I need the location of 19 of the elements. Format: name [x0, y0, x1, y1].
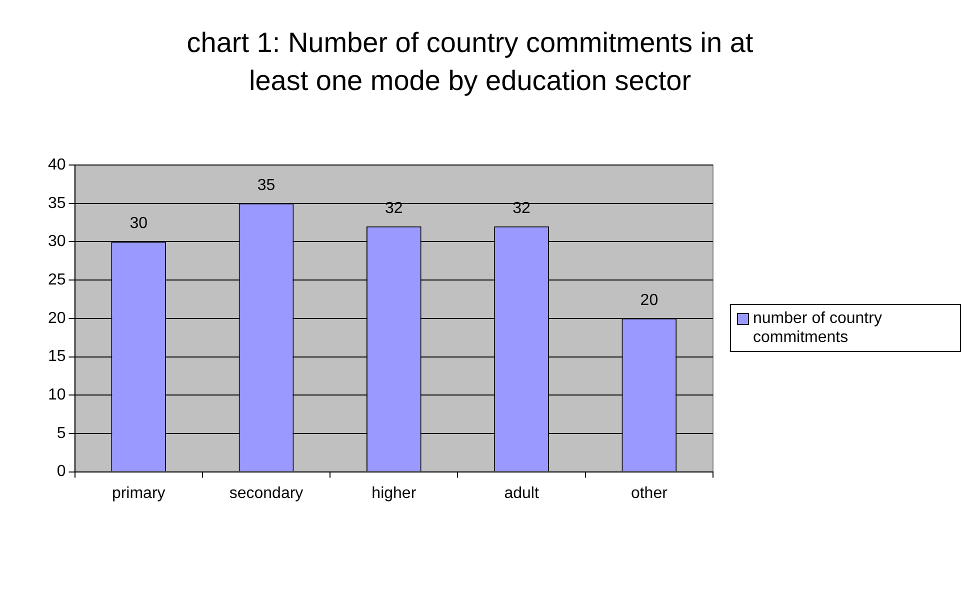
y-tick-label: 5: [56, 424, 66, 442]
y-tick-label: 40: [48, 156, 66, 174]
x-tick-label: other: [630, 484, 668, 502]
y-tick-label: 30: [48, 233, 66, 250]
y-tick-label: 0: [56, 463, 66, 480]
x-tick-label: secondary: [229, 484, 304, 502]
legend-label: number of country commitments: [753, 309, 883, 347]
chart-title: chart 1: Number of country commitments in at least one mode by education sector: [186, 26, 754, 98]
y-tick-label: 10: [48, 386, 66, 404]
x-tick-label: primary: [112, 484, 166, 502]
y-tick-label: 15: [48, 348, 66, 366]
x-tick-label: adult: [504, 484, 540, 502]
y-tick-label: 20: [48, 310, 66, 327]
data-label: 30: [130, 215, 148, 232]
y-tick-label: 25: [48, 271, 66, 288]
data-label: 20: [640, 292, 658, 309]
data-label: 35: [257, 176, 276, 194]
x-tick-label: higher: [372, 484, 417, 502]
y-tick-label: 35: [48, 194, 66, 212]
